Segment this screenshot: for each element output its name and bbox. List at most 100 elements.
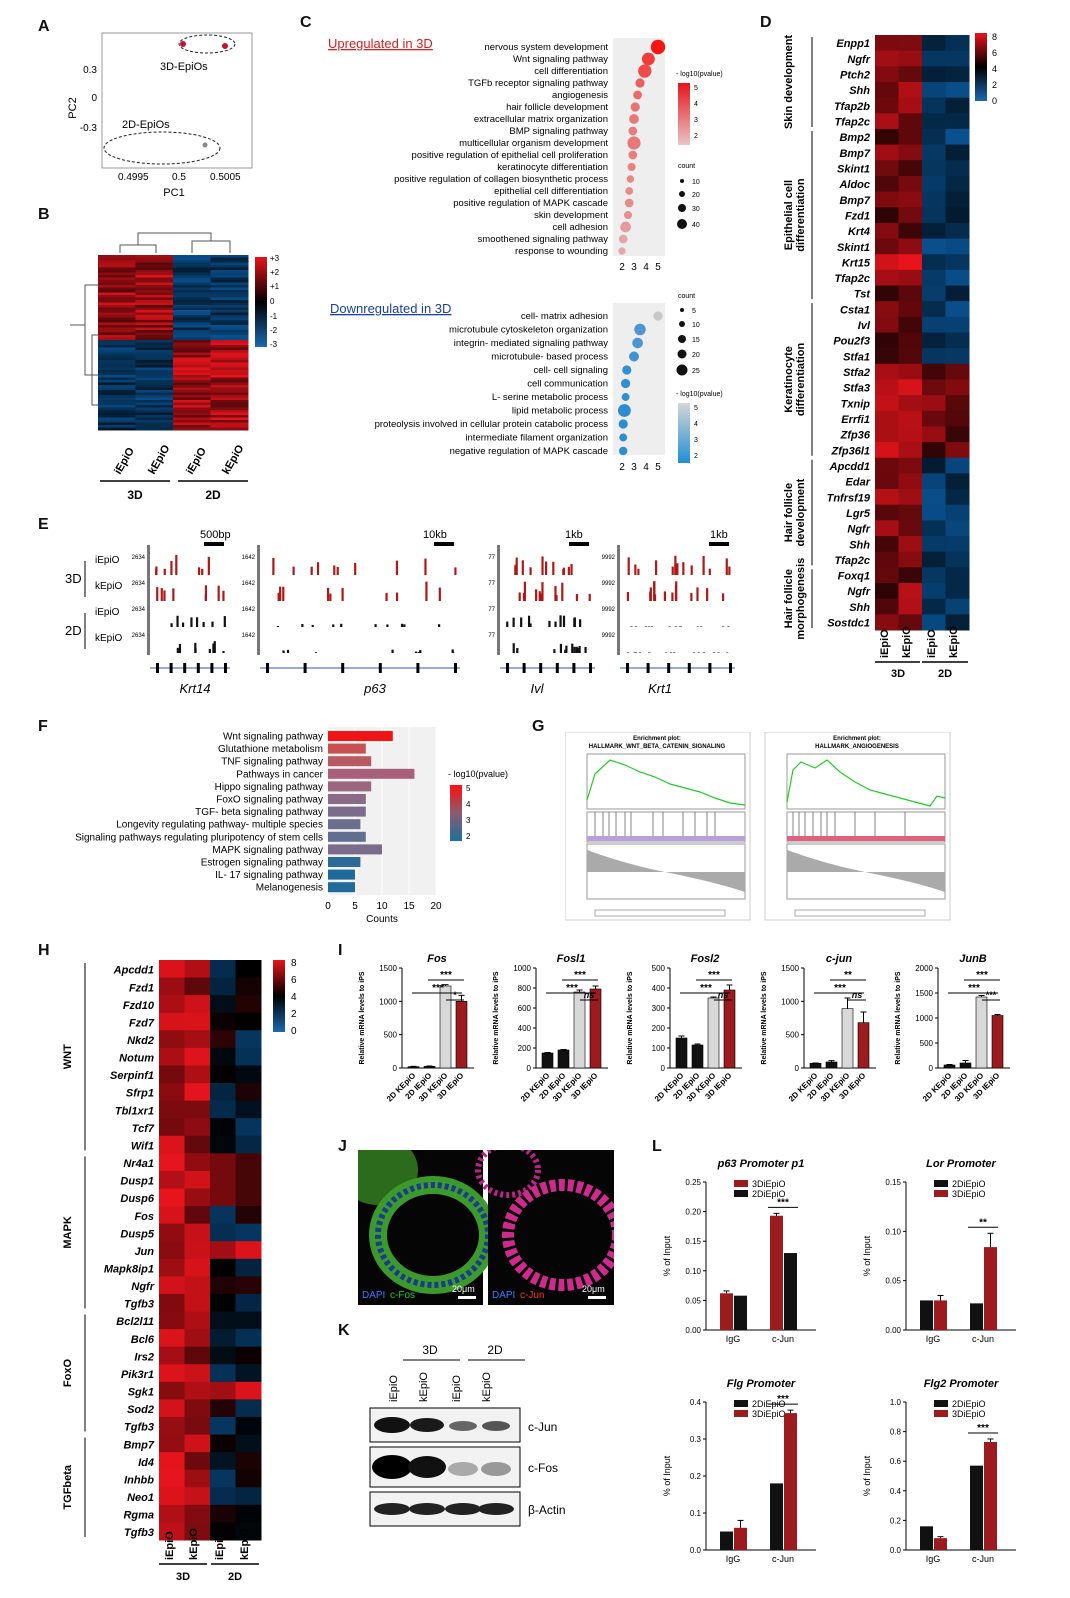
track-peak <box>316 562 320 575</box>
heatmap-cell <box>875 614 899 631</box>
heatmap-cell <box>173 292 211 296</box>
heatmap-cell <box>173 347 211 351</box>
gene-label: Fzd10 <box>123 1000 155 1012</box>
heatmap-cell <box>159 1206 185 1225</box>
heatmap-cell <box>98 417 136 421</box>
heatmap-cell <box>135 277 174 281</box>
track-peak <box>627 557 630 575</box>
track-peak <box>676 563 679 575</box>
heatmap-cell <box>210 395 249 398</box>
heatmap-cell <box>898 551 923 568</box>
heatmap-cell <box>135 417 174 421</box>
heatmap-cell <box>875 50 899 67</box>
band <box>448 1462 478 1476</box>
heatmap-cell <box>159 1241 185 1260</box>
heatmap-cell <box>210 260 249 263</box>
row-label: iEpiO <box>95 555 120 566</box>
count-tick: 25 <box>692 368 700 375</box>
gsea-es-box <box>586 753 746 810</box>
heatmap-cell <box>135 295 174 298</box>
exon <box>646 663 650 673</box>
heatmap-cell <box>135 385 174 388</box>
pca-xtick: 0.4995 <box>118 172 149 183</box>
heatmap-cell <box>210 295 249 298</box>
heatmap-cell <box>184 995 211 1014</box>
y-tick: 0.2 <box>890 1516 902 1525</box>
heatmap-cell <box>135 380 174 383</box>
track-peak <box>575 594 579 601</box>
exon <box>572 663 576 673</box>
qpcr-bar <box>573 991 586 1069</box>
group-label: TGFbeta <box>62 1464 74 1509</box>
heatmap-cell <box>173 285 211 288</box>
track-peak <box>626 592 630 601</box>
heatmap-cell <box>135 405 174 408</box>
heatmap-cell <box>184 1399 211 1418</box>
go-term: cell adhesion <box>553 222 608 233</box>
heatmap-cell <box>135 330 174 333</box>
go-term: response to wounding <box>515 246 608 257</box>
track-peak <box>515 557 518 575</box>
heatmap-cell <box>875 410 899 427</box>
legend-label: 2DiEpiO <box>952 1399 986 1409</box>
track-peak <box>727 626 730 627</box>
legend-tick: 2 <box>466 832 471 841</box>
heatmap-cell <box>945 457 970 474</box>
x-tick: c-Jun <box>972 1334 994 1344</box>
group-label: 3D <box>127 488 143 502</box>
heatmap-cell <box>173 270 211 273</box>
track-peak <box>523 581 526 601</box>
heatmap-cell <box>945 583 970 600</box>
track-max: 9992 <box>602 555 616 561</box>
scale-bar-label: 20μm <box>452 1284 475 1294</box>
panel-c-go: Upregulated in 3D nervous system develop… <box>328 36 723 473</box>
heatmap-cell <box>945 160 970 177</box>
heatmap-cell <box>173 410 211 413</box>
gene-label: Stfa3 <box>843 383 870 395</box>
group-label: MAPK <box>62 1216 74 1248</box>
x-label: Counts <box>366 914 398 925</box>
track-peak <box>527 615 531 627</box>
track-peak <box>671 592 674 601</box>
heatmap-cell <box>173 255 211 258</box>
f-bar <box>328 743 366 754</box>
tracks-body: 2634 2634 2634 2634 1642 1642 1642 1642 77 77 77 77… <box>132 542 735 673</box>
if-ring <box>502 1179 614 1291</box>
heatmap-cell <box>875 567 899 584</box>
legend-tick: 3 <box>694 117 698 124</box>
track-peak <box>697 652 701 653</box>
lane-label: iEpiO <box>451 1375 463 1402</box>
heatmap-cell <box>135 285 174 288</box>
heatmap-cell <box>159 1329 185 1348</box>
track-peak <box>559 615 562 627</box>
scale-tick: 4 <box>992 64 997 74</box>
count-tick: 20 <box>692 192 700 199</box>
heatmap-cell <box>98 357 136 361</box>
sig-label: ns <box>584 990 595 1000</box>
gsea-rank-bar <box>787 836 945 841</box>
gsea-frame <box>764 732 951 921</box>
heatmap-cell <box>875 316 899 333</box>
heatmap-cell <box>945 113 970 130</box>
band <box>482 1421 510 1431</box>
heatmap-cell <box>135 397 174 401</box>
y-tick: 500 <box>920 1039 934 1048</box>
heatmap-cell <box>159 1469 185 1488</box>
scale-tick: -3 <box>270 340 278 349</box>
go-dot <box>632 337 643 349</box>
go-dot <box>619 446 628 456</box>
legend-swatch <box>934 1400 948 1407</box>
track-peak <box>223 616 226 627</box>
go-dot <box>653 311 663 321</box>
heatmap-cell <box>135 275 174 278</box>
sig-label: *** <box>574 970 586 981</box>
go-term: keratinocyte differentiation <box>497 162 608 173</box>
heatmap-cell <box>135 402 174 406</box>
heatmap-cell <box>159 1012 185 1031</box>
heatmap-cell <box>898 473 923 490</box>
track-peak <box>217 585 220 601</box>
track-peak <box>438 587 441 601</box>
heatmap-cell <box>875 551 899 568</box>
track-peak <box>454 567 457 575</box>
legend-swatch <box>734 1190 748 1197</box>
